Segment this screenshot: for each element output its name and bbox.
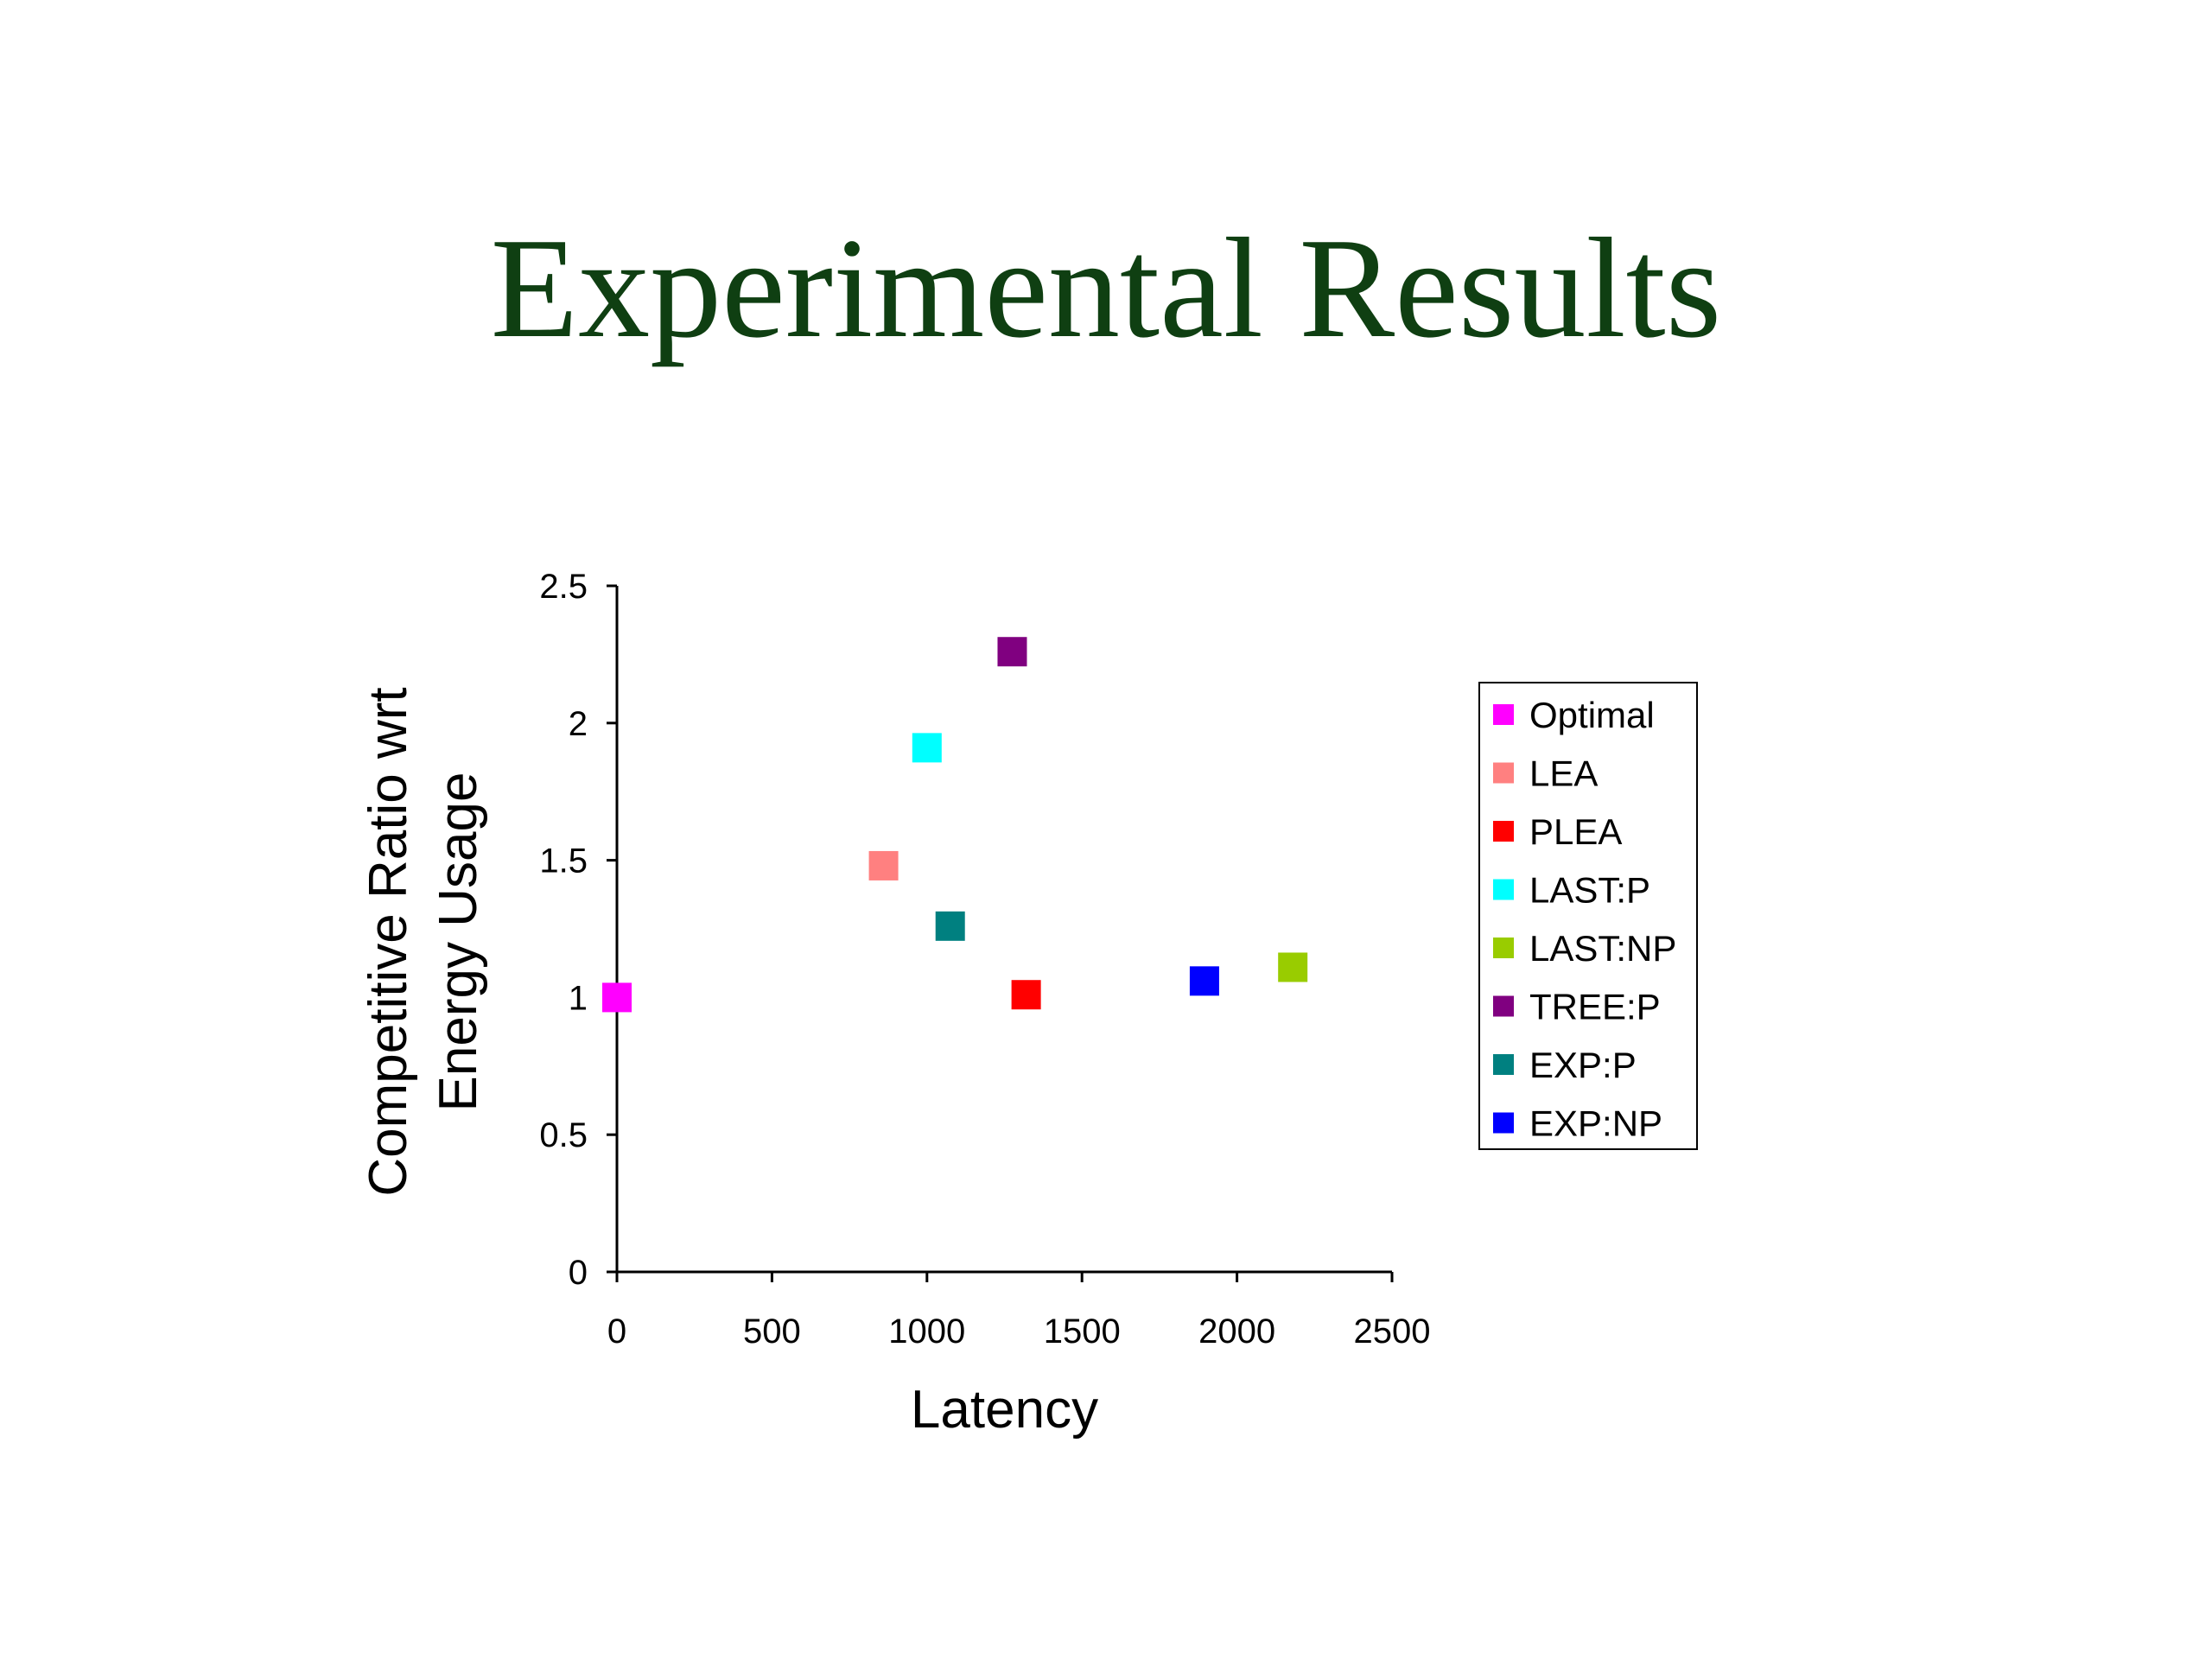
x-axis-title: Latency — [911, 1380, 1098, 1440]
y-axis-title-line-1: Competitive Ratio wrt — [359, 687, 418, 1196]
legend-swatch-exp-p — [1493, 1054, 1514, 1075]
y-axis-ticks: 0 0.5 1 1.5 2 2.5 — [539, 568, 617, 1292]
chart-legend: Optimal LEA PLEA LAST:P LAST:NP TREE:P EXP:P EX… — [1478, 682, 1698, 1150]
legend-label-exp-np: EXP:NP — [1529, 1103, 1662, 1144]
x-tick-label: 1500 — [1044, 1313, 1121, 1351]
legend-swatch-exp-np — [1493, 1112, 1514, 1134]
y-tick-label: 0 — [569, 1254, 588, 1292]
legend-label-tree-p: TREE:P — [1529, 987, 1661, 1027]
data-point-exp-np — [1189, 966, 1219, 996]
x-tick-label: 2500 — [1354, 1313, 1431, 1351]
x-tick-label: 2000 — [1198, 1313, 1275, 1351]
legend-label-optimal: Optimal — [1529, 695, 1655, 735]
data-point-plea — [1011, 980, 1041, 1010]
legend-swatch-optimal — [1493, 704, 1514, 725]
chart-axes — [615, 586, 1392, 1274]
legend-label-lea: LEA — [1529, 753, 1598, 794]
legend-swatch-last-np — [1493, 938, 1514, 958]
y-tick-label: 0.5 — [539, 1116, 588, 1154]
legend-label-last-p: LAST:P — [1529, 870, 1650, 911]
y-tick-label: 2 — [569, 705, 588, 743]
x-axis-ticks: 0 500 1000 1500 2000 2500 — [607, 1272, 1431, 1351]
y-tick-label: 2.5 — [539, 568, 588, 606]
y-tick-label: 1 — [569, 979, 588, 1017]
legend-label-plea: PLEA — [1529, 811, 1622, 852]
legend-swatch-tree-p — [1493, 995, 1514, 1017]
y-axis-title-line-2: Energy Usage — [429, 772, 488, 1112]
data-point-tree-p — [997, 637, 1027, 667]
data-points — [602, 637, 1308, 1013]
x-tick-label: 0 — [607, 1313, 626, 1351]
data-point-optimal — [602, 982, 632, 1013]
data-point-lea — [868, 850, 899, 880]
x-tick-label: 500 — [743, 1313, 801, 1351]
slide-title: Experimental Results — [490, 208, 1722, 367]
legend-box — [1478, 682, 1698, 1150]
legend-swatch-lea — [1493, 762, 1514, 784]
legend-label-last-np: LAST:NP — [1529, 928, 1676, 969]
legend-swatch-plea — [1493, 821, 1514, 842]
y-tick-label: 1.5 — [539, 842, 588, 880]
y-axis-title: Competitive Ratio wrt Energy Usage — [359, 687, 488, 1196]
legend-label-exp-p: EXP:P — [1529, 1045, 1637, 1085]
data-point-last-np — [1278, 952, 1308, 982]
data-point-last-p — [912, 733, 942, 763]
legend-swatch-last-p — [1493, 879, 1514, 900]
x-tick-label: 1000 — [888, 1313, 965, 1351]
data-point-exp-p — [935, 911, 965, 941]
